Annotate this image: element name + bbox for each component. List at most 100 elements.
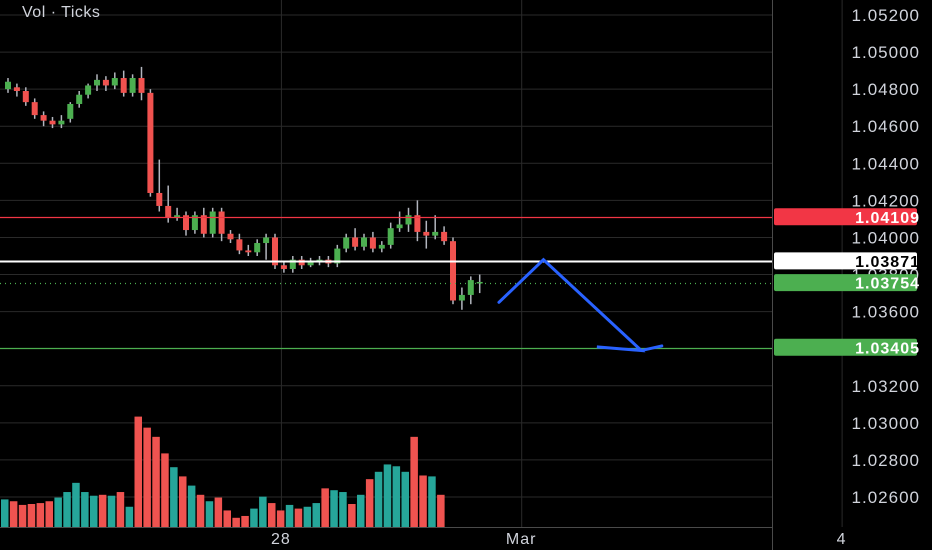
candle-body bbox=[138, 78, 145, 93]
time-axis[interactable]: 28 Mar 4 bbox=[271, 531, 847, 548]
price-tick-label: 1.05200 bbox=[852, 6, 920, 25]
volume-bar bbox=[196, 494, 205, 527]
volume-bar bbox=[276, 510, 285, 527]
resistance-price-badge bbox=[774, 208, 917, 226]
volume-bar bbox=[187, 485, 196, 527]
volume-bar bbox=[205, 501, 214, 527]
candle-body bbox=[378, 244, 385, 249]
projection-line bbox=[497, 257, 664, 353]
candle-body bbox=[174, 215, 181, 218]
price-tick-label: 1.05000 bbox=[852, 43, 920, 62]
volume-bar bbox=[374, 471, 383, 527]
volume-bar bbox=[294, 508, 303, 527]
candle-body bbox=[67, 103, 74, 119]
volume-bar bbox=[214, 497, 223, 527]
price-tick-label: 1.03600 bbox=[852, 303, 920, 322]
price-lines bbox=[0, 216, 772, 350]
price-tick-label: 1.04000 bbox=[852, 228, 920, 247]
candle-body bbox=[111, 78, 118, 86]
chart-grid bbox=[0, 0, 843, 550]
volume-bar bbox=[107, 495, 116, 527]
candle-body bbox=[361, 237, 367, 247]
volume-bar bbox=[419, 475, 427, 527]
volume-bar bbox=[339, 492, 347, 527]
candle-body bbox=[352, 237, 359, 247]
candle-body bbox=[22, 91, 29, 103]
volume-bar bbox=[241, 515, 249, 527]
volume-bar bbox=[357, 494, 365, 527]
volume-bar bbox=[285, 504, 294, 527]
volume-bar bbox=[1, 499, 9, 527]
volume-bar bbox=[9, 501, 18, 527]
volume-bar bbox=[134, 416, 142, 527]
candle-body bbox=[396, 224, 403, 229]
candle-body bbox=[209, 211, 216, 234]
candle-body bbox=[94, 79, 100, 86]
volume-legend: Vol · Ticks bbox=[22, 4, 101, 21]
candle-body bbox=[129, 78, 136, 93]
candle-body bbox=[414, 215, 421, 232]
volume-bar bbox=[268, 503, 276, 527]
volume-bar bbox=[312, 503, 320, 527]
volume-bar bbox=[161, 453, 169, 527]
candle-body bbox=[58, 120, 65, 125]
volume-bar bbox=[365, 479, 374, 527]
candle-body bbox=[369, 237, 376, 249]
candle-body bbox=[76, 94, 83, 104]
volume-bar bbox=[383, 464, 392, 527]
volume-bar bbox=[348, 504, 356, 527]
volume-bar bbox=[170, 467, 178, 527]
last-price-badge bbox=[774, 274, 917, 292]
current-price-badge bbox=[774, 252, 917, 270]
candle-body bbox=[387, 228, 394, 245]
volume-bar bbox=[116, 492, 125, 527]
support-price-badge bbox=[774, 338, 917, 356]
price-axis[interactable]: 1.05200 1.05000 1.04800 1.04600 1.04400 1.042… bbox=[774, 6, 920, 507]
volume-bar bbox=[321, 488, 329, 527]
volume-bar bbox=[63, 492, 71, 527]
volume-bar bbox=[98, 494, 107, 527]
candle-body bbox=[102, 79, 109, 86]
support-price-label: 1.03405 bbox=[855, 340, 920, 357]
volume-bar bbox=[18, 504, 27, 527]
volume-bar bbox=[392, 466, 401, 527]
candle-body bbox=[458, 294, 465, 301]
candle-body bbox=[476, 281, 483, 284]
volume-bar bbox=[27, 504, 36, 527]
candle-body bbox=[450, 241, 456, 301]
volume-bar bbox=[428, 476, 436, 527]
volume-bar bbox=[437, 494, 445, 527]
price-tick-label: 1.04800 bbox=[852, 80, 920, 99]
candle-body bbox=[200, 215, 207, 234]
candle-body bbox=[343, 237, 350, 249]
candle-body bbox=[227, 233, 234, 240]
candle-body bbox=[85, 85, 92, 95]
projection-path bbox=[497, 257, 664, 353]
volume-bar bbox=[250, 508, 258, 527]
candle-body bbox=[49, 120, 56, 125]
resistance-price-label: 1.04109 bbox=[855, 210, 920, 227]
volume-bar bbox=[232, 517, 240, 527]
volume-series bbox=[1, 416, 445, 527]
candle-body bbox=[245, 250, 252, 253]
volume-bar bbox=[90, 495, 98, 527]
candle-body bbox=[156, 192, 163, 206]
candle-body bbox=[441, 231, 448, 242]
volume-bar bbox=[125, 506, 134, 527]
candle-body bbox=[218, 211, 225, 234]
volume-bar bbox=[303, 506, 312, 527]
volume-bar bbox=[143, 427, 151, 527]
time-tick-label: Mar bbox=[506, 531, 537, 548]
price-tick-label: 1.03200 bbox=[852, 377, 920, 396]
volume-bar bbox=[152, 436, 160, 527]
price-tick-label: 1.04400 bbox=[852, 154, 920, 173]
volume-bar bbox=[410, 436, 418, 527]
candle-body bbox=[432, 231, 439, 236]
volume-bar bbox=[81, 492, 89, 527]
volume-bar bbox=[223, 510, 231, 527]
price-tick-label: 1.04600 bbox=[852, 117, 920, 136]
candle-body bbox=[120, 78, 127, 93]
candle-body bbox=[423, 231, 430, 236]
volume-bar bbox=[45, 501, 53, 527]
